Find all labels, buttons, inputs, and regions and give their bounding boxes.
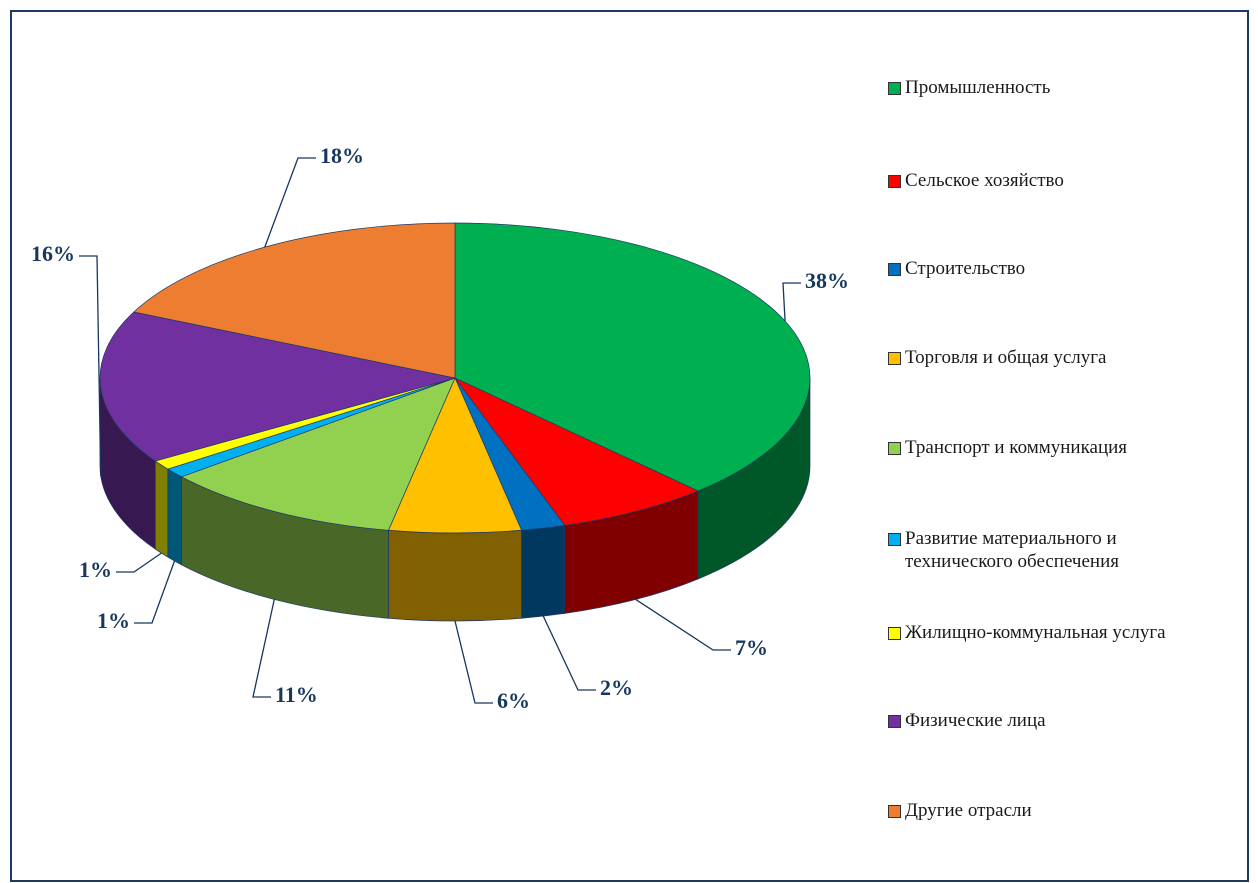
slice-side [521,525,566,619]
legend-item: Жилищно-коммунальная услуга [888,621,1233,644]
data-label: 16% [31,241,75,266]
frame [10,10,1249,882]
leader-line [116,552,162,573]
data-label: 1% [97,608,130,633]
leader-line [252,599,275,698]
legend-item: Другие отрасли [888,799,1233,822]
data-label: 38% [805,268,849,293]
leader-line [454,620,493,704]
leader-line [542,615,596,691]
slice-side [388,529,522,622]
legend-label: Развитие материального и технического об… [905,528,1120,572]
legend-swatch [888,533,901,546]
legend-item: Строительство [888,257,1233,280]
legend-label: Физические лица [905,710,1046,731]
slice [180,377,456,531]
legend-item: Промышленность [888,76,1233,99]
legend-swatch [888,82,901,95]
data-label: 6% [497,688,530,713]
leader-line [134,560,176,624]
legend-item: Транспорт и коммуникация [888,436,1233,459]
slice [99,311,456,462]
leader-line [782,282,801,321]
legend-swatch [888,442,901,455]
legend-item: Развитие материального и технического об… [888,527,1233,573]
legend-label: Другие отрасли [905,800,1032,821]
data-label: 18% [320,143,364,168]
leader-line [79,255,102,476]
data-label: 1% [79,557,112,582]
data-label: 2% [600,675,633,700]
leader-line [635,598,731,651]
slice-side [154,460,169,558]
legend-item: Физические лица [888,709,1233,732]
slice [387,377,523,534]
legend-swatch [888,627,901,640]
legend-label: Жилищно-коммунальная услуга [905,622,1166,643]
legend-swatch [888,805,901,818]
legend-swatch [888,175,901,188]
data-label: 7% [735,635,768,660]
legend-item: Торговля и общая услуга [888,346,1233,369]
leader-line [264,157,316,248]
legend-label: Торговля и общая услуга [905,347,1107,368]
legend-label: Сельское хозяйство [905,170,1064,191]
legend-swatch [888,263,901,276]
legend-label: Строительство [905,258,1026,279]
data-label: 11% [275,682,318,707]
legend-label: Транспорт и коммуникация [905,437,1128,458]
slice [454,377,699,526]
slice-side [167,468,182,566]
legend-swatch [888,352,901,365]
legend-swatch [888,715,901,728]
legend-item: Сельское хозяйство [888,169,1233,192]
legend-label: Промышленность [905,77,1051,98]
